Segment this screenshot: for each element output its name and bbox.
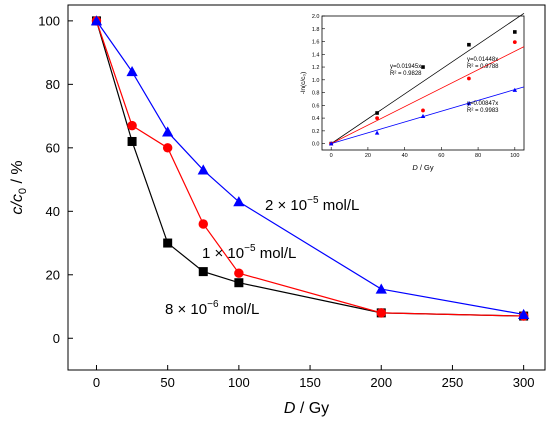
x-tick-label: 150 xyxy=(299,375,321,390)
x-tick-label: 50 xyxy=(160,375,174,390)
annotation-2e-5-exponent: −5 xyxy=(307,195,319,206)
y-tick-label: 40 xyxy=(46,204,60,219)
x-tick-label: 300 xyxy=(513,375,535,390)
data-point-triangle xyxy=(375,283,387,294)
annotation-8e-6-unit: mol/L xyxy=(219,301,260,318)
data-point-circle xyxy=(162,143,173,153)
inset-fit-r-squared: R² = 0.9983 xyxy=(467,108,499,114)
annotation-1e-5-exponent: −5 xyxy=(244,243,256,254)
inset-fit-equation: y=0.01448x xyxy=(467,57,498,63)
annotation-2e-5-coefficient: 2 × 10 xyxy=(265,197,307,214)
x-axis-label: D / Gy xyxy=(284,400,329,417)
annotation-1e-5-unit: mol/L xyxy=(256,245,297,262)
inset-data-point-square xyxy=(513,30,517,34)
inset-data-point-circle xyxy=(467,76,471,81)
inset-data-point-triangle xyxy=(466,101,472,106)
inset-x-tick-label: 0 xyxy=(330,153,333,159)
annotation-8e-6-exponent: −6 xyxy=(207,299,219,310)
inset-data-point-triangle xyxy=(512,87,518,92)
inset-fit-line-2 xyxy=(331,86,525,145)
plot-frame xyxy=(67,4,546,371)
inset-y-tick-label: 0.0 xyxy=(312,142,320,148)
data-point-square xyxy=(234,278,244,288)
data-point-square xyxy=(127,136,137,146)
x-tick-label: 100 xyxy=(228,375,250,390)
inset-data-point-triangle xyxy=(374,130,380,135)
data-point-square xyxy=(163,238,173,248)
inset-y-tick-label: 2.0 xyxy=(312,14,320,20)
y-tick-label: 100 xyxy=(38,13,60,28)
inset-x-tick-label: 20 xyxy=(365,153,371,159)
inset-x-axis-label: D / Gy xyxy=(412,163,434,172)
data-point-triangle xyxy=(197,164,209,175)
y-tick-label: 0 xyxy=(53,331,60,346)
inset-fit-equation: y=0.00847x xyxy=(467,101,498,107)
inset-data-point-square xyxy=(375,111,379,115)
x-tick-label: 0 xyxy=(93,375,100,390)
y-tick-label: 80 xyxy=(46,77,60,92)
inset-x-tick-label: 60 xyxy=(438,153,444,159)
x-axis-label-unit: / Gy xyxy=(295,400,329,417)
data-point-circle xyxy=(376,308,386,318)
data-point-triangle xyxy=(126,66,138,77)
inset-data-point-square xyxy=(421,65,425,69)
inset-data-point-circle xyxy=(375,116,379,120)
inset-y-tick-label: 1.0 xyxy=(312,78,320,84)
annotation-8e-6: 8 × 10−6 mol/L xyxy=(165,299,259,318)
inset-fit-line-0 xyxy=(330,12,525,144)
inset-x-tick-label: 40 xyxy=(402,153,408,159)
inset-data-point-triangle xyxy=(420,113,426,118)
inset-fit-equation: y=0.01945x xyxy=(390,64,421,70)
y-axis-label-unit: / % xyxy=(9,160,26,188)
inset-fit-r-squared: R² = 0.9788 xyxy=(467,64,499,70)
inset-frame xyxy=(321,15,525,151)
inset-y-tick-label: 0.6 xyxy=(312,103,320,109)
data-point-circle xyxy=(127,120,137,131)
inset-y-axis-label: -ln(c/c₀) xyxy=(300,72,307,95)
inset-x-tick-label: 80 xyxy=(475,153,481,159)
inset-y-tick-label: 0.4 xyxy=(312,116,320,122)
inset-x-axis-label-symbol: D xyxy=(412,163,418,172)
y-axis-label-subscript: 0 xyxy=(17,188,29,194)
inset-fit-r-squared: R² = 0.9828 xyxy=(390,71,422,77)
inset-chart: 0 20 40 60 80 100 0.0 0.2 0.4 0.6 0.8 1.0 1.2 1.4 1.6 1… xyxy=(300,12,525,172)
inset-y-tick-label: 0.2 xyxy=(312,129,320,135)
annotation-1e-5-coefficient: 1 × 10 xyxy=(202,245,244,262)
inset-x-axis-label-unit: / Gy xyxy=(418,163,434,172)
inset-y-tick-label: 1.8 xyxy=(312,27,320,33)
x-axis-label-symbol: D xyxy=(284,400,296,417)
inset-y-tick-label: 0.8 xyxy=(312,91,320,97)
inset-data-point-circle xyxy=(512,40,517,45)
inset-data-point-circle xyxy=(421,108,425,113)
inset-data-point-triangle xyxy=(328,141,334,146)
data-point-triangle xyxy=(518,308,530,319)
annotation-1e-5: 1 × 10−5 mol/L xyxy=(202,243,296,262)
x-tick-label: 250 xyxy=(442,375,464,390)
y-axis-label: c/c0 / % xyxy=(9,160,29,214)
data-point-square xyxy=(198,267,208,277)
data-point-triangle xyxy=(233,196,245,207)
y-axis-label-symbol: c/c xyxy=(9,194,26,214)
inset-data-point-square xyxy=(467,42,471,47)
inset-fit-line-1 xyxy=(331,46,525,144)
x-tick-label: 200 xyxy=(370,375,392,390)
inset-y-tick-label: 1.4 xyxy=(312,52,320,58)
data-point-triangle xyxy=(90,15,103,26)
annotation-2e-5: 2 × 10−5 mol/L xyxy=(265,195,359,214)
annotation-2e-5-unit: mol/L xyxy=(319,197,360,214)
annotation-8e-6-coefficient: 8 × 10 xyxy=(165,301,207,318)
y-tick-label: 60 xyxy=(46,140,60,155)
inset-x-tick-label: 100 xyxy=(510,153,519,159)
inset-y-tick-label: 1.6 xyxy=(312,40,320,46)
y-tick-label: 20 xyxy=(46,267,60,282)
data-point-triangle xyxy=(162,126,174,137)
inset-y-tick-label: 1.2 xyxy=(312,65,320,71)
data-point-circle xyxy=(198,219,208,229)
data-point-circle xyxy=(234,268,244,278)
